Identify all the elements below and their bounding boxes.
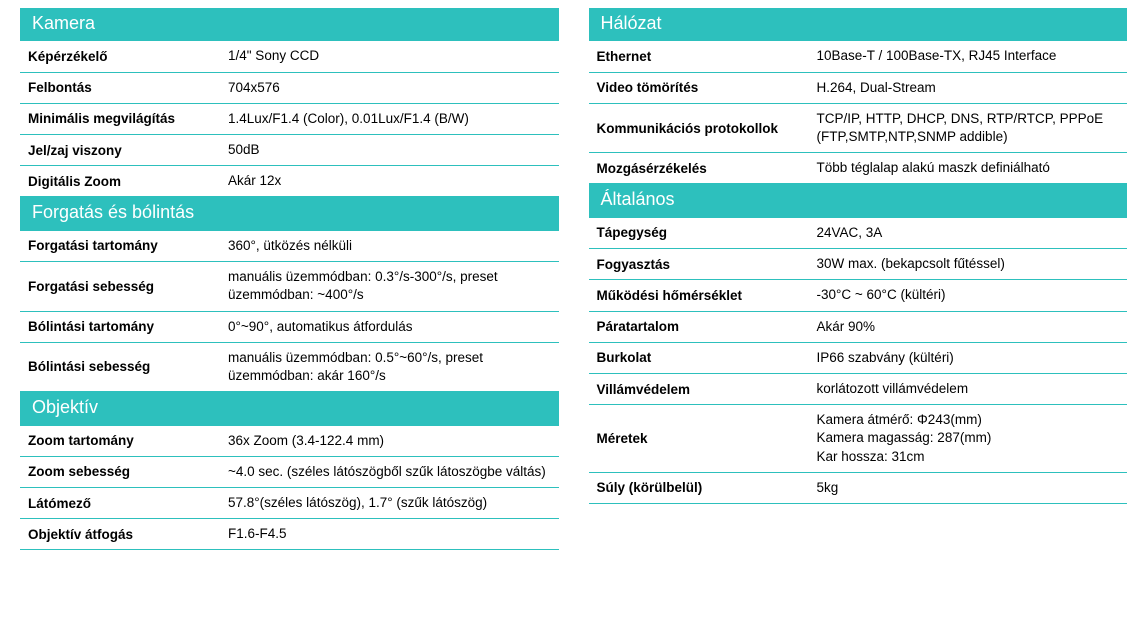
right-column: Hálózat Ethernet10Base-T / 100Base-TX, R…	[589, 8, 1128, 550]
spec-value: Akár 12x	[228, 172, 555, 190]
spec-label: Forgatási tartomány	[28, 238, 228, 253]
spec-value: 1/4" Sony CCD	[228, 47, 555, 65]
spec-row: BurkolatIP66 szabvány (kültéri)	[589, 343, 1128, 374]
spec-label: Működési hőmérséklet	[597, 288, 817, 303]
spec-value: F1.6-F4.5	[228, 525, 555, 543]
section-header-kamera: Kamera	[20, 8, 559, 41]
spec-value: TCP/IP, HTTP, DHCP, DNS, RTP/RTCP, PPPoE…	[817, 110, 1124, 146]
spec-row: MozgásérzékelésTöbb téglalap alakú maszk…	[589, 153, 1128, 184]
spec-label: Bólintási tartomány	[28, 319, 228, 334]
section-header-forgatas: Forgatás és bólintás	[20, 197, 559, 230]
spec-label: Páratartalom	[597, 319, 817, 334]
spec-value: 36x Zoom (3.4-122.4 mm)	[228, 432, 555, 450]
spec-row: Látómező57.8°(széles látószög), 1.7° (sz…	[20, 488, 559, 519]
spec-label: Méretek	[597, 431, 817, 446]
spec-label: Minimális megvilágítás	[28, 111, 228, 126]
spec-value: ~4.0 sec. (széles látószögből szűk látos…	[228, 463, 555, 481]
spec-row: Video tömörítésH.264, Dual-Stream	[589, 73, 1128, 104]
spec-value: 10Base-T / 100Base-TX, RJ45 Interface	[817, 47, 1124, 65]
spec-row: Zoom sebesség~4.0 sec. (széles látószögb…	[20, 457, 559, 488]
spec-value: 57.8°(széles látószög), 1.7° (szűk látós…	[228, 494, 555, 512]
spec-label: Bólintási sebesség	[28, 359, 228, 374]
spec-value: 704x576	[228, 79, 555, 97]
spec-value: 50dB	[228, 141, 555, 159]
spec-row: Zoom tartomány36x Zoom (3.4-122.4 mm)	[20, 426, 559, 457]
spec-row: Bólintási tartomány0°~90°, automatikus á…	[20, 312, 559, 343]
spec-row: Működési hőmérséklet-30°C ~ 60°C (kültér…	[589, 280, 1128, 311]
spec-value: 0°~90°, automatikus átfordulás	[228, 318, 555, 336]
spec-value: 360°, ütközés nélküli	[228, 237, 555, 255]
spec-value: manuális üzemmódban: 0.5°~60°/s, preset …	[228, 349, 555, 385]
spec-row: Bólintási sebességmanuális üzemmódban: 0…	[20, 343, 559, 392]
section-forgatas: Forgatási tartomány360°, ütközés nélküli…	[20, 231, 559, 392]
section-altalanos: Tápegység24VAC, 3AFogyasztás30W max. (be…	[589, 218, 1128, 504]
spec-value: -30°C ~ 60°C (kültéri)	[817, 286, 1124, 304]
spec-value: 30W max. (bekapcsolt fűtéssel)	[817, 255, 1124, 273]
spec-row: Forgatási tartomány360°, ütközés nélküli	[20, 231, 559, 262]
spec-label: Súly (körülbelül)	[597, 480, 817, 495]
section-objektiv: Zoom tartomány36x Zoom (3.4-122.4 mm)Zoo…	[20, 426, 559, 551]
spec-row: Felbontás704x576	[20, 73, 559, 104]
spec-label: Kommunikációs protokollok	[597, 121, 817, 136]
spec-value: IP66 szabvány (kültéri)	[817, 349, 1124, 367]
spec-value: manuális üzemmódban: 0.3°/s-300°/s, pres…	[228, 268, 555, 304]
spec-label: Fogyasztás	[597, 257, 817, 272]
spec-label: Zoom sebesség	[28, 464, 228, 479]
spec-label: Objektív átfogás	[28, 527, 228, 542]
spec-label: Video tömörítés	[597, 80, 817, 95]
section-header-altalanos: Általános	[589, 184, 1128, 217]
spec-label: Mozgásérzékelés	[597, 161, 817, 176]
spec-label: Villámvédelem	[597, 382, 817, 397]
spec-row: Ethernet10Base-T / 100Base-TX, RJ45 Inte…	[589, 41, 1128, 72]
spec-label: Digitális Zoom	[28, 174, 228, 189]
spec-label: Ethernet	[597, 49, 817, 64]
spec-value: Kamera átmérő: Φ243(mm)Kamera magasság: …	[817, 411, 1124, 466]
spec-label: Forgatási sebesség	[28, 279, 228, 294]
spec-value: korlátozott villámvédelem	[817, 380, 1124, 398]
left-column: Kamera Képérzékelő1/4" Sony CCDFelbontás…	[20, 8, 559, 550]
spec-label: Jel/zaj viszony	[28, 143, 228, 158]
spec-row: PáratartalomAkár 90%	[589, 312, 1128, 343]
spec-row: Jel/zaj viszony50dB	[20, 135, 559, 166]
spec-row: Képérzékelő1/4" Sony CCD	[20, 41, 559, 72]
spec-label: Zoom tartomány	[28, 433, 228, 448]
spec-row: Objektív átfogásF1.6-F4.5	[20, 519, 559, 550]
spec-row: MéretekKamera átmérő: Φ243(mm)Kamera mag…	[589, 405, 1128, 473]
spec-value: H.264, Dual-Stream	[817, 79, 1124, 97]
spec-label: Burkolat	[597, 350, 817, 365]
spec-label: Tápegység	[597, 225, 817, 240]
spec-row: Tápegység24VAC, 3A	[589, 218, 1128, 249]
spec-row: Minimális megvilágítás1.4Lux/F1.4 (Color…	[20, 104, 559, 135]
spec-row: Kommunikációs protokollokTCP/IP, HTTP, D…	[589, 104, 1128, 153]
spec-columns: Kamera Képérzékelő1/4" Sony CCDFelbontás…	[20, 8, 1127, 550]
spec-label: Felbontás	[28, 80, 228, 95]
spec-value: 24VAC, 3A	[817, 224, 1124, 242]
spec-label: Látómező	[28, 496, 228, 511]
spec-row: Digitális ZoomAkár 12x	[20, 166, 559, 197]
section-header-objektiv: Objektív	[20, 392, 559, 425]
spec-value: 5kg	[817, 479, 1124, 497]
spec-row: Fogyasztás30W max. (bekapcsolt fűtéssel)	[589, 249, 1128, 280]
spec-row: Forgatási sebességmanuális üzemmódban: 0…	[20, 262, 559, 311]
spec-row: Súly (körülbelül)5kg	[589, 473, 1128, 504]
spec-value: 1.4Lux/F1.4 (Color), 0.01Lux/F1.4 (B/W)	[228, 110, 555, 128]
spec-label: Képérzékelő	[28, 49, 228, 64]
spec-value: Több téglalap alakú maszk definiálható	[817, 159, 1124, 177]
spec-row: Villámvédelemkorlátozott villámvédelem	[589, 374, 1128, 405]
section-halozat: Ethernet10Base-T / 100Base-TX, RJ45 Inte…	[589, 41, 1128, 184]
section-header-halozat: Hálózat	[589, 8, 1128, 41]
spec-value: Akár 90%	[817, 318, 1124, 336]
section-kamera: Képérzékelő1/4" Sony CCDFelbontás704x576…	[20, 41, 559, 197]
